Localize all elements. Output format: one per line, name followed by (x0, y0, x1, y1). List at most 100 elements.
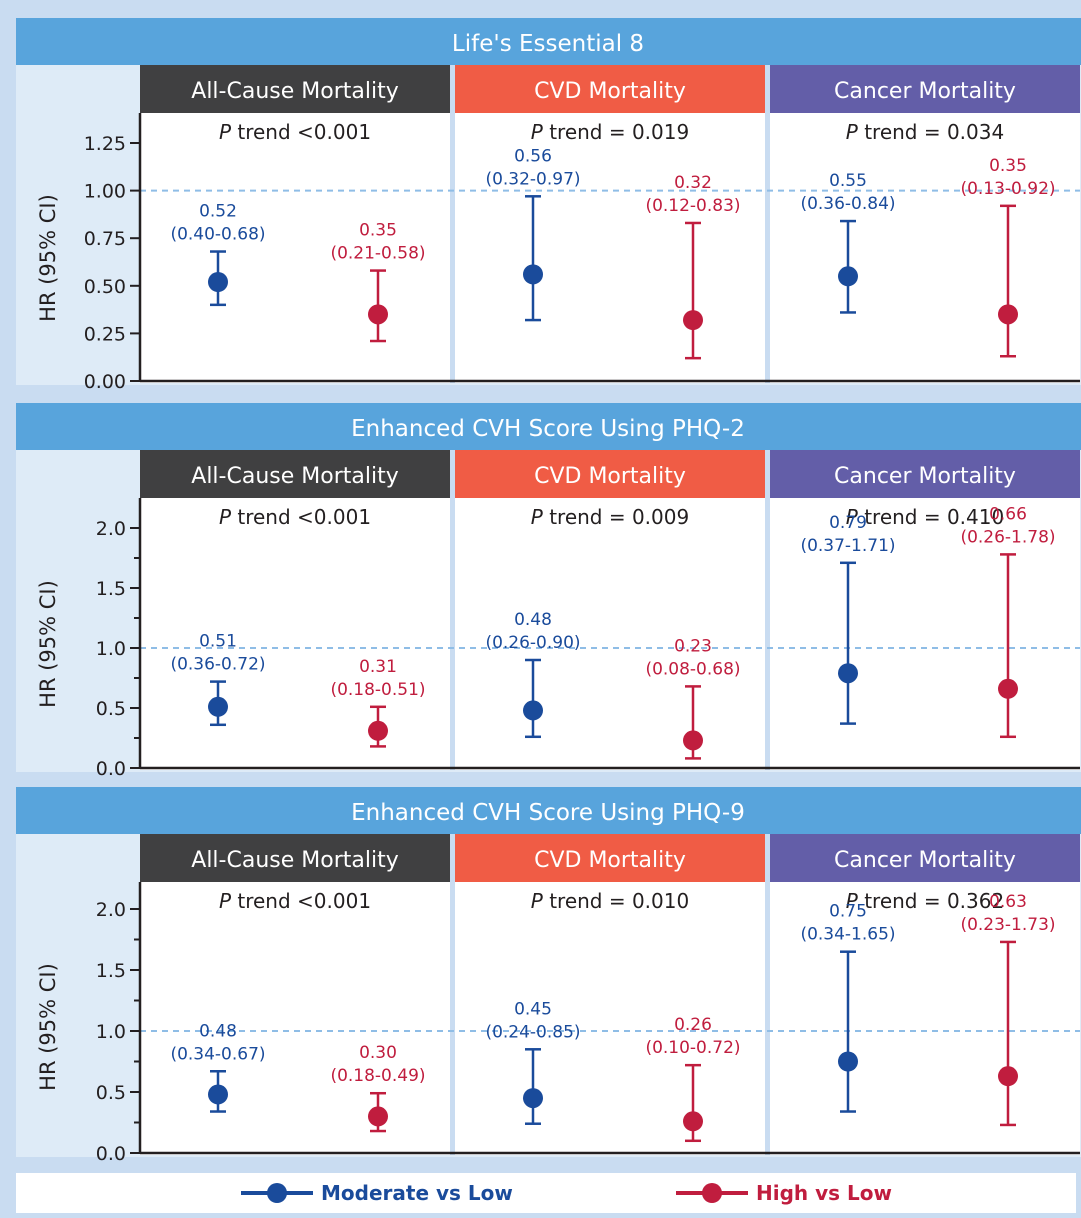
section-title: Life's Essential 8 (452, 31, 644, 57)
p-trend: P trend = 0.362 (846, 889, 1004, 913)
panel-separator (765, 450, 770, 770)
panel-background (140, 65, 450, 383)
p-trend-symbol: P (846, 889, 864, 913)
p-trend-symbol: P (219, 505, 237, 529)
panel-2: CVD Mortality P trend = 0.009 0.48 (0.26-0.… (455, 450, 765, 760)
outcome-header (770, 65, 1080, 113)
ci-label: (0.12-0.83) (645, 196, 740, 216)
p-trend-value: trend = 0.019 (549, 120, 689, 144)
panel-background (455, 834, 765, 1155)
section-title-bar (16, 18, 1081, 65)
hr-point (523, 700, 543, 721)
p-trend-symbol: P (531, 505, 549, 529)
p-trend-value: trend = 0.009 (549, 505, 689, 529)
hr-point (683, 310, 703, 331)
legend-swatch-moderate (241, 1173, 313, 1213)
y-tick-label: 1.25 (84, 133, 126, 155)
hr-label: 0.26 (674, 1015, 712, 1035)
series-moderate: 0.51 (0.36-0.72) (170, 632, 266, 727)
panel-background (455, 65, 765, 383)
panel-1: All-Cause Mortality P trend <0.001 0.52 (0.… (140, 65, 450, 343)
outcome-label: All-Cause Mortality (191, 848, 398, 873)
legend-item-moderate: Moderate vs Low (241, 1173, 513, 1213)
legend-swatch-high (676, 1173, 748, 1213)
hr-point (523, 1088, 543, 1109)
p-trend-value: trend = 0.010 (549, 889, 689, 913)
p-trend-value: trend <0.001 (237, 889, 371, 913)
series-moderate: 0.56 (0.32-0.97) (485, 146, 581, 322)
y-tick-label: 1.00 (84, 181, 126, 203)
ci-label: (0.18-0.49) (330, 1066, 425, 1086)
hr-point (523, 264, 543, 285)
hr-point (368, 304, 388, 325)
y-tick-label: 0.00 (84, 371, 126, 393)
series-moderate: 0.45 (0.24-0.85) (485, 999, 581, 1125)
hr-label: 0.32 (674, 173, 712, 193)
section-2: Enhanced CVH Score Using PHQ-2 HR (95% CI… (16, 403, 1081, 780)
panel-separator (765, 834, 770, 1155)
hr-point (208, 696, 228, 717)
y-tick-label: 1.0 (96, 1021, 126, 1043)
ci-label: (0.10-0.72) (645, 1038, 740, 1058)
series-moderate: 0.55 (0.36-0.84) (800, 171, 896, 314)
y-tick-label: 0.75 (84, 228, 126, 250)
y-tick-label: 1.5 (96, 960, 126, 982)
outcome-header (140, 834, 450, 882)
outcome-header (455, 450, 765, 498)
ci-label: (0.34-1.65) (800, 925, 895, 945)
series-moderate: 0.48 (0.26-0.90) (485, 610, 581, 739)
hr-label: 0.63 (989, 892, 1027, 912)
y-tick-label: 0.25 (84, 323, 126, 345)
y-tick-label: 2.0 (96, 518, 126, 540)
ci-label: (0.32-0.97) (485, 169, 580, 189)
panel-2: CVD Mortality P trend = 0.010 0.45 (0.24-0.… (455, 834, 765, 1143)
p-trend-value: trend <0.001 (237, 120, 371, 144)
ci-label: (0.26-0.90) (485, 633, 580, 653)
y-axis-label: HR (95% CI) (36, 963, 60, 1091)
hr-point (838, 663, 858, 684)
hr-label: 0.48 (199, 1021, 237, 1041)
outcome-header (455, 834, 765, 882)
p-trend: P trend = 0.019 (531, 120, 689, 144)
section-title: Enhanced CVH Score Using PHQ-2 (351, 416, 745, 442)
p-trend: P trend = 0.010 (531, 889, 689, 913)
panel-1: All-Cause Mortality P trend <0.001 0.48 (0.… (140, 834, 450, 1133)
section-title-bar (16, 787, 1081, 834)
hr-point (838, 266, 858, 287)
hr-label: 0.55 (829, 171, 867, 191)
p-trend-value: trend = 0.362 (864, 889, 1004, 913)
series-high: 0.23 (0.08-0.68) (645, 636, 741, 760)
y-axis-label: HR (95% CI) (36, 580, 60, 708)
ci-label: (0.18-0.51) (330, 680, 425, 700)
y-tick-label: 0.0 (96, 1143, 126, 1165)
outcome-label: All-Cause Mortality (191, 79, 398, 104)
p-trend: P trend <0.001 (219, 120, 371, 144)
ci-label: (0.24-0.85) (485, 1022, 580, 1042)
hr-label: 0.31 (359, 657, 397, 677)
series-high: 0.30 (0.18-0.49) (330, 1043, 426, 1133)
panel-3: Cancer Mortality P trend = 0.034 0.55 (0.36… (770, 65, 1080, 358)
y-tick-label: 0.5 (96, 1082, 126, 1104)
hr-point (998, 1066, 1018, 1087)
series-high: 0.35 (0.13-0.92) (960, 156, 1056, 358)
hr-label: 0.52 (199, 202, 237, 222)
hr-point (208, 1084, 228, 1105)
ci-label: (0.13-0.92) (960, 179, 1055, 199)
section-3: Enhanced CVH Score Using PHQ-9 HR (95% CI… (16, 787, 1081, 1165)
y-tick-label: 1.5 (96, 578, 126, 600)
legend-item-high: High vs Low (676, 1173, 892, 1213)
panel-separator (765, 65, 770, 383)
ci-label: (0.36-0.72) (170, 655, 265, 675)
legend: Moderate vs Low High vs Low (16, 1173, 1076, 1213)
outcome-label: CVD Mortality (534, 79, 686, 104)
p-trend: P trend = 0.410 (846, 505, 1004, 529)
panel-background (770, 834, 1080, 1155)
hr-point (998, 678, 1018, 699)
p-trend-symbol: P (219, 120, 237, 144)
p-trend: P trend <0.001 (219, 505, 371, 529)
p-trend: P trend <0.001 (219, 889, 371, 913)
panel-separator (450, 65, 455, 383)
